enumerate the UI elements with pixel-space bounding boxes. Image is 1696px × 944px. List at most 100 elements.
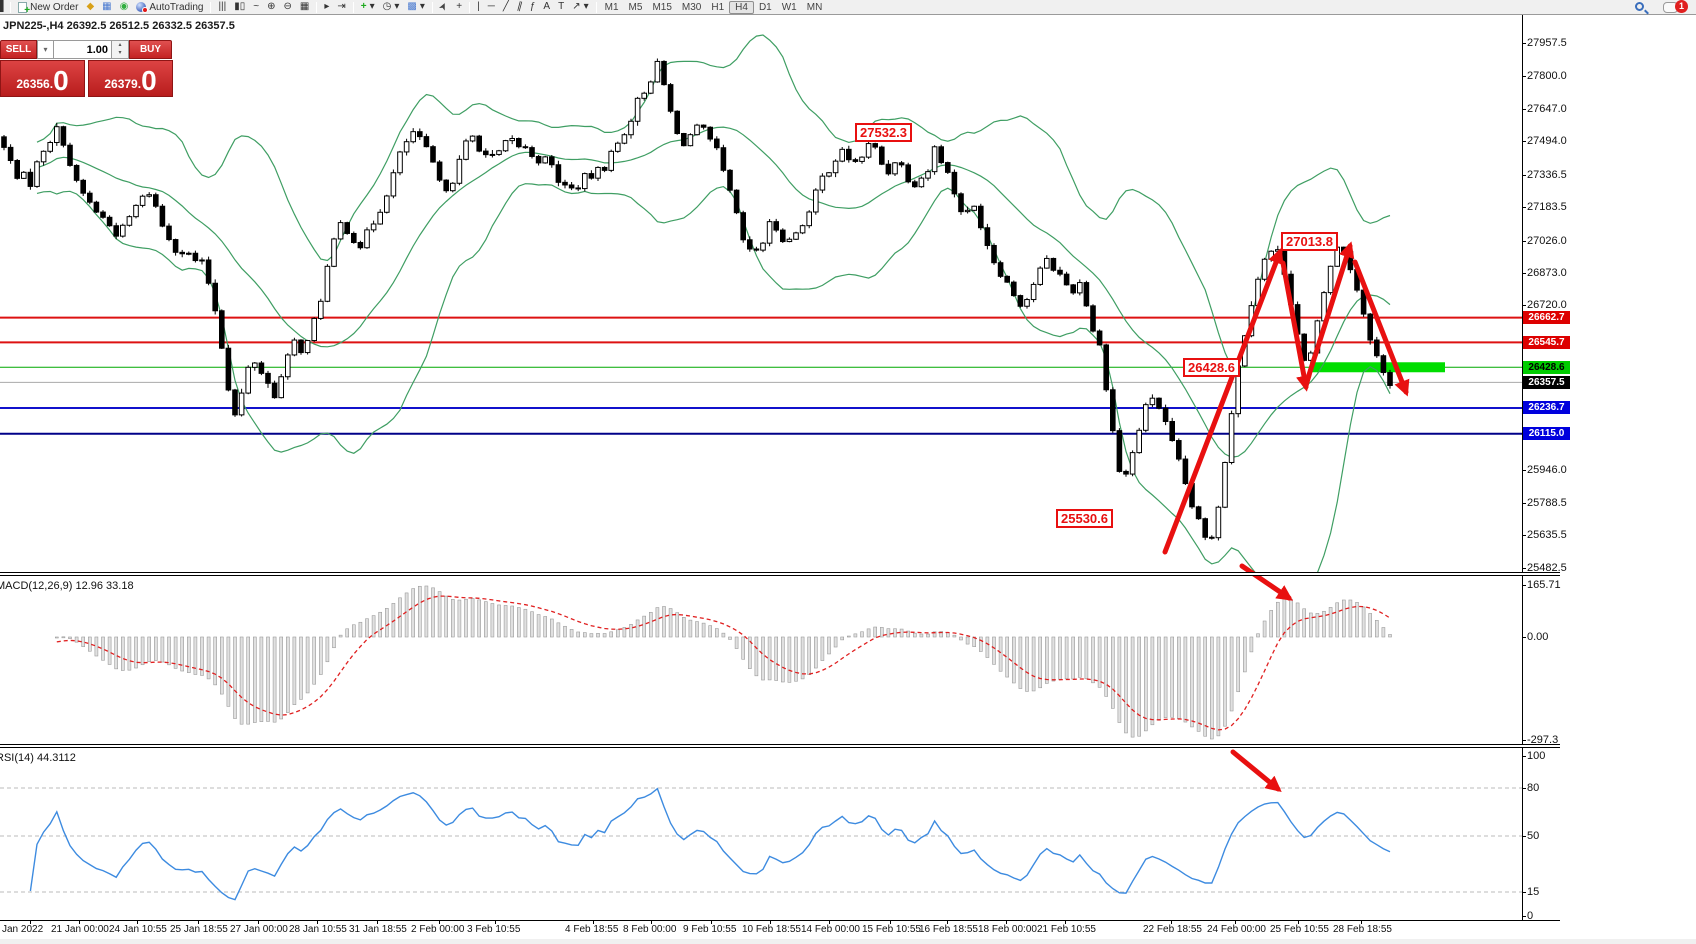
trendline-icon: ╱ xyxy=(502,1,509,12)
price-axis-label: 27026.0 xyxy=(1527,234,1567,247)
cropped-edge-icon: ▌ xyxy=(0,1,8,12)
macd-panel-divider[interactable] xyxy=(0,572,1560,576)
time-axis-label: 25 Jan 18:55 xyxy=(170,924,228,935)
time-axis-tick xyxy=(770,920,771,924)
volume-down-icon[interactable]: ▾ xyxy=(118,50,122,56)
price-axis-tick xyxy=(1522,108,1526,110)
autotrading-icon xyxy=(136,2,149,13)
horizontal-level-lines xyxy=(0,316,1522,435)
fibonacci-tool-button[interactable]: ƒ xyxy=(526,0,540,14)
time-axis-tick xyxy=(377,920,378,924)
volume-up-icon[interactable]: ▴ xyxy=(118,42,122,48)
sell-price-button[interactable]: 26356. 0 xyxy=(0,60,85,97)
time-axis-tick xyxy=(1361,920,1362,924)
buy-price: 26379. xyxy=(104,77,142,91)
rsi-indicator xyxy=(0,787,1522,901)
notification-badge[interactable]: 1 xyxy=(1675,0,1688,13)
shapes-icon: ↗ xyxy=(572,1,581,12)
tile-windows-button[interactable]: ▦ xyxy=(296,0,313,14)
timeframe-m15[interactable]: M15 xyxy=(652,1,672,13)
shapes-tool-button[interactable]: ↗ ▾ xyxy=(568,0,592,14)
price-axis-tick xyxy=(1522,174,1526,176)
time-axis-tick xyxy=(137,920,138,924)
periods-button[interactable]: ◷ ▾ xyxy=(379,0,404,14)
rsi-scale-tick xyxy=(1522,788,1526,789)
trendline-tool-button[interactable]: ╱ xyxy=(499,0,513,14)
timeframe-bar: M1 M5 M15 M30 H1 H4 D1 W1 MN xyxy=(600,0,828,14)
rsi-panel-divider[interactable] xyxy=(0,744,1560,748)
timeframe-w1[interactable]: W1 xyxy=(781,1,797,13)
price-axis-label: 25635.5 xyxy=(1527,529,1567,542)
vline-tool-button[interactable]: | xyxy=(473,0,484,14)
rsi-scale-tick xyxy=(1522,892,1526,893)
clock-icon: ◷ xyxy=(382,1,392,12)
toolbar-separator xyxy=(316,1,318,13)
price-axis-tick xyxy=(1522,240,1526,242)
text-tool-button[interactable]: A xyxy=(539,0,554,14)
alerts-button[interactable]: ◉ xyxy=(116,0,133,14)
rsi-scale-label: 100 xyxy=(1527,750,1546,762)
time-axis-label: Jan 2022 xyxy=(2,924,44,935)
cursor-tool-button[interactable]: ➤ xyxy=(436,0,452,14)
search-icon[interactable] xyxy=(1635,2,1644,11)
line-chart-icon: ~ xyxy=(253,1,260,12)
auto-scroll-button[interactable]: ▸ xyxy=(320,0,333,14)
timeframe-h1[interactable]: H1 xyxy=(711,1,725,13)
template-menu-button[interactable]: ▩ ▾ xyxy=(403,0,428,14)
toolbar-separator xyxy=(210,1,212,13)
new-order-button[interactable]: + New Order xyxy=(14,0,82,15)
price-axis-tick xyxy=(1522,305,1526,307)
timeframe-mn[interactable]: MN xyxy=(806,1,823,13)
bollinger-bands xyxy=(36,34,1391,572)
time-axis-label: 21 Jan 00:00 xyxy=(51,924,109,935)
volume-dropdown[interactable]: ▾ xyxy=(37,40,54,59)
autotrading-button[interactable]: AutoTrading xyxy=(132,0,207,14)
timeframe-h4[interactable]: H4 xyxy=(729,0,754,14)
timeframe-m30[interactable]: M30 xyxy=(681,1,702,13)
time-axis-tick xyxy=(829,920,830,924)
signal-icon: ◉ xyxy=(119,1,129,12)
candlestick-button[interactable]: ▮▯ xyxy=(230,0,249,14)
line-chart-button[interactable]: ~ xyxy=(249,0,263,14)
templates-icon: ◆ xyxy=(86,1,95,12)
buy-button[interactable]: BUY xyxy=(129,40,172,59)
fibonacci-icon: ƒ xyxy=(529,1,536,12)
sell-button[interactable]: SELL xyxy=(0,40,37,59)
macd-scale-label: 0.00 xyxy=(1527,631,1549,643)
timeframe-m5[interactable]: M5 xyxy=(628,1,643,13)
time-axis-label: 2 Feb 00:00 xyxy=(411,924,465,935)
indicators-button[interactable]: + ▾ xyxy=(357,0,379,14)
volume-stepper[interactable]: ▴ ▾ xyxy=(112,40,129,59)
channel-tool-button[interactable]: ∥ xyxy=(513,0,526,14)
price-axis-tick xyxy=(1522,273,1526,274)
candlestick-icon: ▮▯ xyxy=(234,1,246,12)
price-axis-tick xyxy=(1522,567,1526,569)
bottom-strip xyxy=(0,939,1696,944)
crosshair-tool-button[interactable]: + xyxy=(452,0,466,14)
volume-input[interactable] xyxy=(54,40,112,59)
time-axis-tick xyxy=(1235,920,1236,924)
sell-price: 26356. xyxy=(16,77,54,91)
buy-price-button[interactable]: 26379. 0 xyxy=(88,60,173,97)
templates-button[interactable]: ◆ xyxy=(82,0,98,14)
time-axis-line xyxy=(0,920,1560,921)
label-tool-button[interactable]: T xyxy=(554,0,568,14)
chart-title: JPN225-,H4 26392.5 26512.5 26332.5 26357… xyxy=(3,20,235,32)
timeframe-m1[interactable]: M1 xyxy=(604,1,619,13)
price-axis-label: 25482.5 xyxy=(1527,561,1567,574)
timeframe-d1[interactable]: D1 xyxy=(758,1,772,13)
buy-price-big-digit: 0 xyxy=(141,65,157,96)
price-axis-label: 27800.0 xyxy=(1527,70,1567,83)
open-chart-button[interactable]: ▦ xyxy=(98,0,115,14)
zoom-in-button[interactable]: ⊕ xyxy=(263,0,279,14)
zoom-out-button[interactable]: ⊖ xyxy=(280,0,296,14)
bar-chart-button[interactable]: ||| xyxy=(214,0,230,14)
time-axis-label: 18 Feb 00:00 xyxy=(978,924,1037,935)
time-axis-tick xyxy=(1006,920,1007,924)
chart-shift-button[interactable]: ⇥ xyxy=(333,0,349,14)
candles-layer xyxy=(1,58,1393,541)
hline-tool-button[interactable]: ─ xyxy=(484,0,499,14)
time-axis-tick xyxy=(79,920,80,924)
price-annotation-label: 27532.3 xyxy=(855,123,912,142)
